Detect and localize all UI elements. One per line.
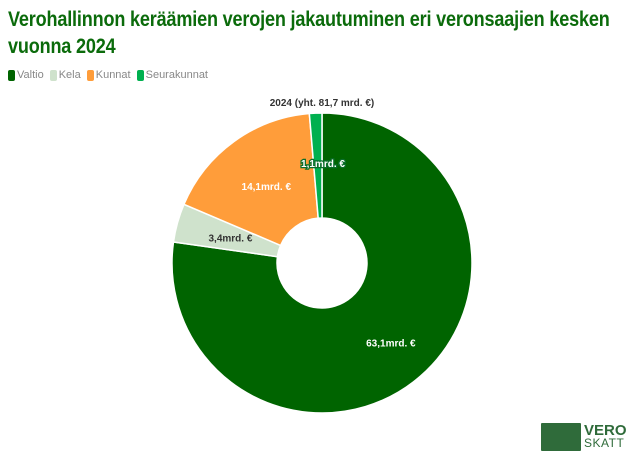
logo-text-vero: VERO xyxy=(584,422,627,439)
legend-swatch xyxy=(49,69,57,81)
chart-title: Verohallinnon keräämien verojen jakautum… xyxy=(8,8,610,58)
legend-label: Kela xyxy=(58,69,81,81)
legend-swatch xyxy=(86,69,94,81)
legend-item-seurakunnat[interactable]: Seurakunnat xyxy=(136,69,208,81)
legend: Valtio Kela Kunnat Seurakunnat xyxy=(8,69,208,81)
legend-label: Seurakunnat xyxy=(145,69,208,81)
chart-subtitle: 2024 (yht. 81,7 mrd. €) xyxy=(270,98,375,109)
logo-text-skatt: SKATT xyxy=(584,436,625,450)
legend-item-valtio[interactable]: Valtio xyxy=(8,69,44,81)
legend-label: Kunnat xyxy=(95,69,131,81)
legend-item-kunnat[interactable]: Kunnat xyxy=(86,69,131,81)
data-label-seurakunnat: 1,1mrd. € xyxy=(301,159,345,170)
logo-emblem-icon xyxy=(541,423,581,451)
slice-valtio[interactable] xyxy=(171,112,473,414)
legend-swatch xyxy=(136,69,144,81)
legend-item-kela[interactable]: Kela xyxy=(49,69,81,81)
slice-kunnat[interactable] xyxy=(182,112,320,247)
legend-swatch xyxy=(8,69,15,81)
vero-skatt-logo: VERO SKATT xyxy=(541,423,627,451)
slice-seurakunnat[interactable] xyxy=(308,112,323,219)
data-label-valtio: 63,1mrd. € xyxy=(366,338,416,349)
legend-label: Valtio xyxy=(17,69,44,81)
data-label-kela: 3,4mrd. € xyxy=(209,234,253,245)
data-label-kunnat: 14,1mrd. € xyxy=(242,182,292,193)
